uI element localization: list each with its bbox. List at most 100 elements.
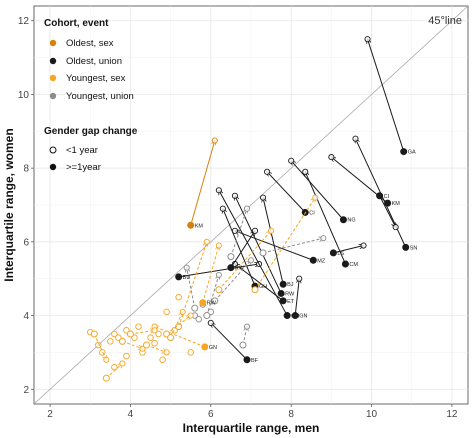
chart-arrow (190, 141, 215, 226)
chart-arrow (291, 161, 344, 221)
point-label: RW (235, 266, 245, 272)
point-label: GN (291, 314, 299, 320)
chart-point (259, 249, 267, 257)
chart-point-end (328, 154, 335, 161)
chart-point (329, 249, 337, 257)
chart-point-end (215, 242, 222, 249)
point-label: RW (285, 291, 295, 297)
chart-point (167, 334, 175, 342)
chart-point-end (203, 238, 210, 245)
axis-ticks: 2 4 6 8 10 12 2 4 6 8 10 12 (18, 16, 458, 420)
chart-arrow (305, 172, 346, 265)
chart-point (215, 286, 223, 294)
chart-point-end (392, 224, 399, 231)
chart-point (400, 148, 408, 156)
chart-arrow (130, 330, 154, 335)
chart-point (135, 323, 142, 330)
legend-swatch-gap-large (49, 163, 57, 171)
point-label: CI (309, 210, 315, 216)
y-tick-label: 10 (18, 90, 30, 101)
chart-point (199, 299, 207, 307)
legend-label-youngest-union: Youngest, union (66, 91, 134, 102)
chart-point (341, 260, 349, 268)
point-label: RW (207, 301, 217, 307)
chart-point (251, 286, 259, 294)
legend-swatch-oldest-sex (49, 39, 57, 47)
chart-arrow (166, 316, 191, 335)
legend-swatch-youngest-union (49, 92, 57, 100)
chart-point-end (320, 235, 327, 242)
chart-point (211, 297, 219, 305)
chart-point-end (179, 308, 186, 315)
chart-point (195, 315, 203, 323)
chart-point (175, 273, 183, 281)
chart-point-end (211, 137, 218, 144)
x-tick-label: 4 (128, 409, 134, 420)
chart-point-end (296, 275, 303, 282)
chart-arrow (230, 231, 255, 268)
y-tick-label: 2 (23, 385, 29, 396)
chart-point-end (302, 168, 309, 175)
chart-point (277, 289, 285, 297)
x-tick-label: 8 (288, 409, 294, 420)
x-tick-label: 2 (47, 409, 53, 420)
chart-arrow (230, 209, 247, 257)
chart-point-end (364, 36, 371, 43)
chart-point (102, 374, 110, 382)
y-tick-label: 6 (23, 237, 29, 248)
chart-point (279, 297, 287, 305)
point-label: KM (392, 201, 401, 207)
legend-title-gap: Gender gap change (44, 126, 138, 137)
chart-point (126, 330, 134, 338)
chart-point-end (247, 257, 255, 264)
chart-point-end (163, 349, 170, 356)
point-label: NG (347, 218, 355, 224)
chart-point (227, 264, 235, 272)
chart-arrow (122, 340, 142, 348)
chart-point (203, 312, 211, 320)
chart-arrow (267, 172, 306, 213)
chart-point (227, 253, 235, 261)
chart-point (309, 256, 317, 264)
y-axis-title: Interquartile range, women (2, 128, 16, 281)
chart-arrow (146, 344, 167, 352)
legend-label-oldest-union: Oldest, union (66, 56, 122, 67)
chart-point (191, 304, 199, 312)
chart-point-end (260, 194, 267, 201)
chart-point (159, 356, 166, 364)
chart-point-end (207, 319, 214, 326)
chart-point (175, 293, 182, 301)
chart-arrow (242, 327, 247, 346)
chart-point-end (288, 157, 295, 164)
chart-point (118, 337, 126, 345)
chart-point (163, 308, 170, 316)
chart-point-end (312, 194, 319, 201)
chart-point-end (251, 227, 259, 234)
chart-point (339, 216, 347, 224)
chart-point (155, 330, 162, 338)
point-label: KM (195, 223, 204, 229)
legend-title-cohort: Cohort, event (44, 18, 109, 29)
chart-arrow (368, 39, 405, 152)
chart-arrow (235, 264, 284, 302)
chart-arrow (333, 246, 363, 254)
chart-arrow (214, 260, 251, 302)
y-tick-label: 12 (18, 16, 30, 27)
chart-point-end (264, 168, 271, 175)
chart-point (95, 341, 102, 349)
chart-arrow (263, 198, 284, 285)
x-tick-label: 10 (366, 409, 378, 420)
chart-point-end (139, 345, 146, 352)
legend-swatch-youngest-sex (49, 74, 57, 82)
chart-point (384, 199, 392, 207)
chart-arrow (379, 195, 396, 227)
chart-point (279, 280, 287, 288)
chart-point-end (215, 187, 222, 194)
legend-swatch-gap-small (49, 146, 57, 154)
point-label: CM (349, 262, 358, 268)
chart-marks (87, 36, 410, 382)
chart-point-end (219, 205, 226, 212)
legend-label-youngest-sex: Youngest, sex (66, 73, 126, 84)
